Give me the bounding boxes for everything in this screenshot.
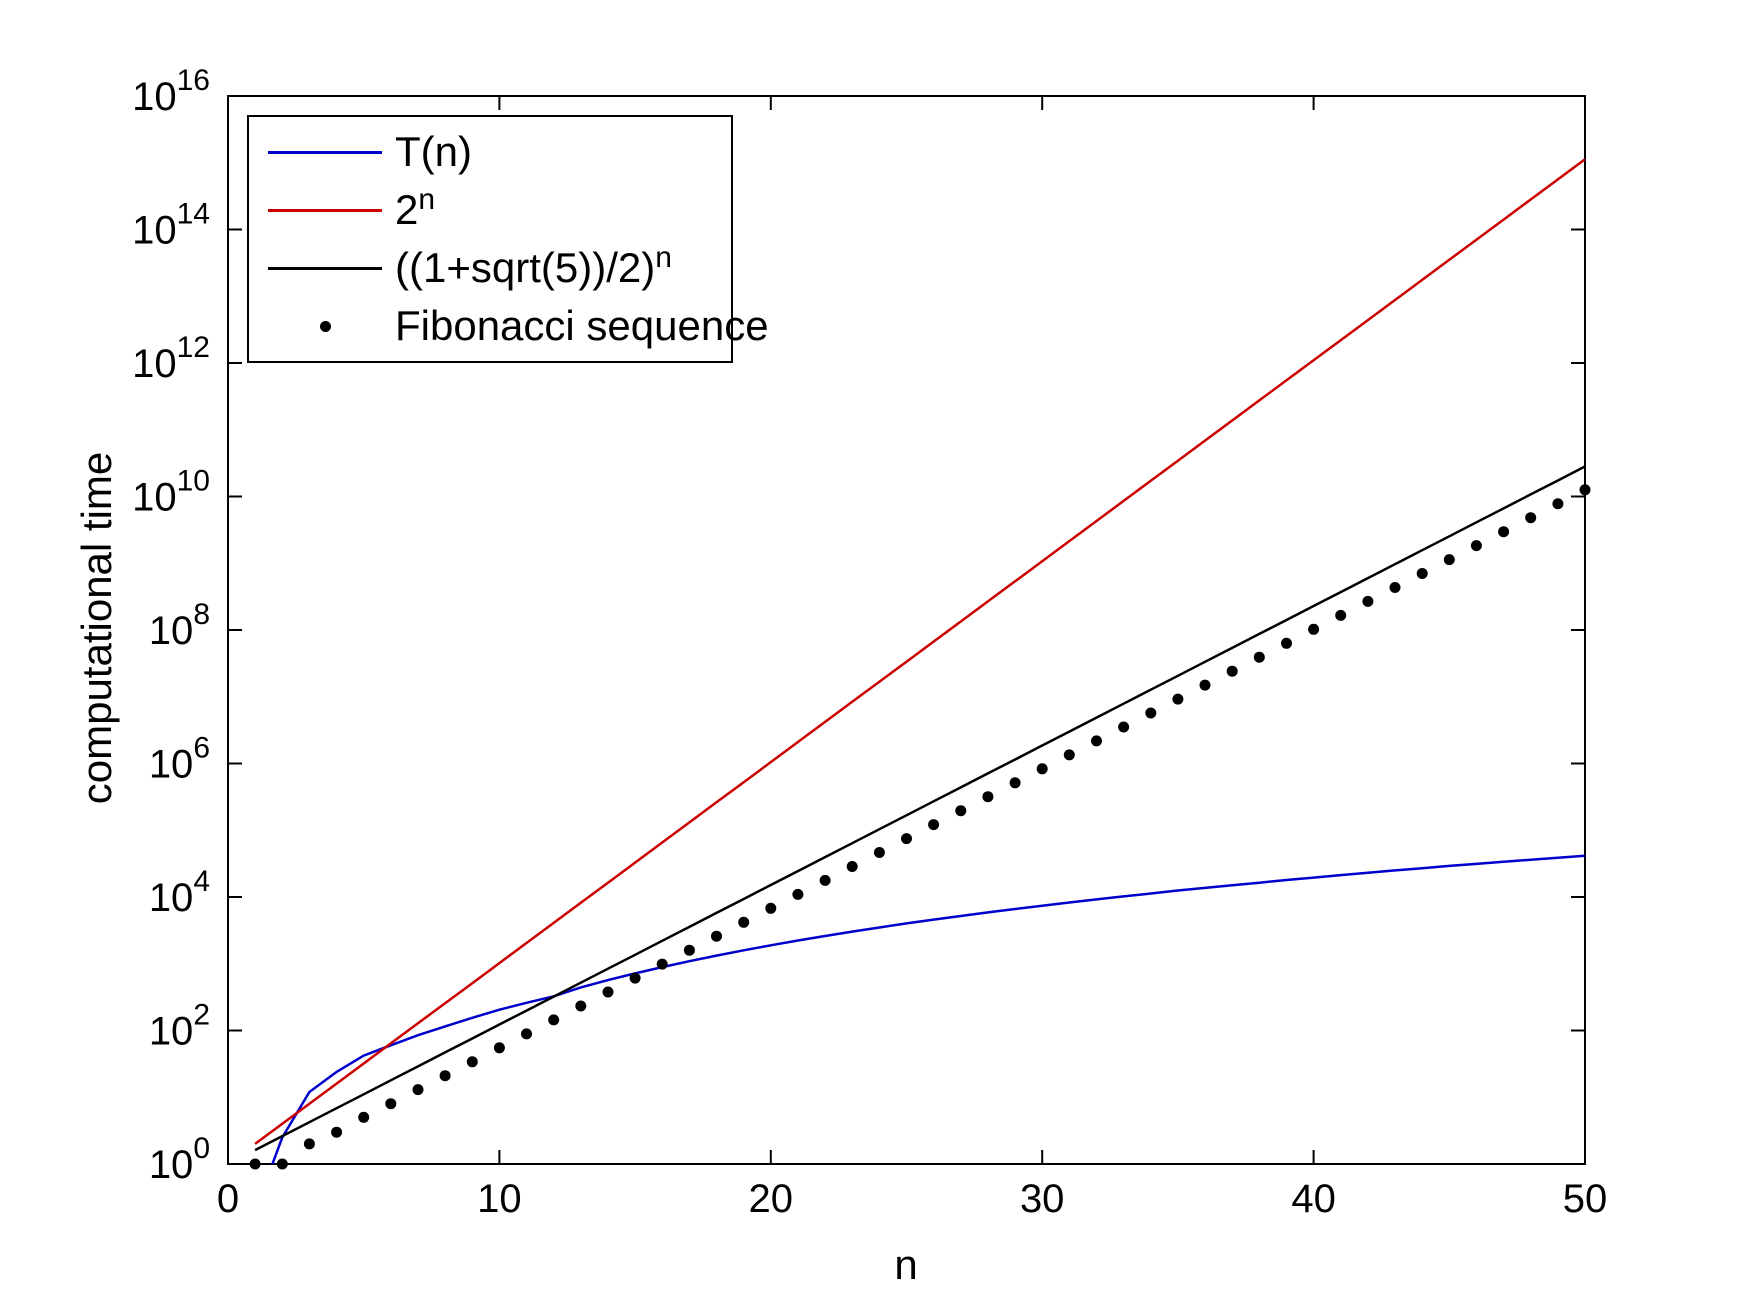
data-point — [873, 847, 885, 858]
data-point — [358, 1111, 370, 1123]
legend-line-swatch — [268, 266, 382, 270]
data-point — [629, 972, 641, 984]
x-tick-label: 30 — [1020, 1177, 1065, 1221]
y-tick-label: 108 — [149, 598, 210, 653]
data-point — [249, 1158, 261, 1170]
legend-dot-sample — [268, 320, 382, 332]
y-tick-label: 102 — [149, 999, 210, 1054]
legend-line-sample — [268, 208, 382, 212]
data-point — [819, 874, 831, 886]
data-point — [1172, 693, 1184, 705]
legend-entry-2-n: 2n — [249, 183, 731, 237]
data-point — [439, 1070, 451, 1082]
data-point — [955, 805, 967, 817]
data-point — [656, 958, 668, 970]
legend-line-sample — [268, 150, 382, 154]
data-point — [792, 888, 804, 900]
data-point — [575, 1000, 587, 1012]
data-point — [765, 902, 777, 914]
legend-label: T(n) — [395, 128, 472, 175]
y-axis-label: computational time — [73, 451, 120, 805]
legend-line-sample — [268, 266, 382, 270]
data-point — [548, 1014, 560, 1026]
data-point — [303, 1138, 315, 1150]
data-point — [331, 1126, 343, 1138]
x-tick-label: 20 — [749, 1177, 794, 1221]
y-tick-label: 1012 — [132, 331, 210, 386]
data-point — [521, 1028, 532, 1040]
legend-label: ((1+sqrt(5))/2)n — [395, 241, 672, 291]
data-point — [1009, 777, 1021, 789]
data-point — [602, 986, 614, 998]
y-tick-label: 104 — [149, 865, 210, 920]
data-point — [1063, 749, 1075, 761]
legend: T(n) 2n ((1+sqrt(5))/2)n Fibonacci sequence — [247, 115, 769, 363]
data-point — [846, 861, 858, 872]
legend-label: 2n — [395, 183, 436, 233]
x-axis-label: n — [894, 1241, 918, 1288]
data-point — [711, 930, 722, 942]
legend-line-swatch — [268, 150, 382, 154]
data-point — [1579, 484, 1591, 496]
legend-dot-swatch — [319, 320, 331, 332]
legend-entry-t-n: T(n) — [249, 125, 731, 179]
data-point — [1036, 763, 1048, 775]
data-point — [1281, 637, 1292, 649]
x-tick-label: 10 — [477, 1177, 522, 1221]
data-point — [1552, 498, 1564, 510]
legend-entry-fibonacci-sequence: Fibonacci sequence — [249, 299, 769, 353]
x-tick-label: 40 — [1291, 1177, 1336, 1221]
y-tick-label: 1016 — [132, 64, 210, 119]
data-point — [928, 819, 940, 831]
data-point — [1118, 721, 1130, 733]
data-point — [1416, 568, 1428, 579]
data-point — [1335, 609, 1347, 621]
data-point — [1389, 582, 1401, 593]
data-point — [1525, 512, 1537, 524]
data-point — [276, 1158, 288, 1170]
data-point — [1498, 526, 1510, 538]
data-point — [1308, 623, 1320, 635]
y-tick-label: 1014 — [132, 198, 210, 253]
data-point — [683, 944, 695, 956]
data-point — [493, 1042, 505, 1054]
data-point — [1443, 554, 1455, 566]
y-tick-label: 100 — [149, 1132, 210, 1187]
data-point — [1253, 651, 1265, 663]
data-point — [466, 1056, 478, 1068]
legend-label: Fibonacci sequence — [395, 302, 769, 349]
data-point — [412, 1084, 424, 1096]
y-tick-label: 1010 — [132, 465, 210, 520]
data-point — [1145, 707, 1157, 719]
data-point — [385, 1098, 397, 1110]
data-point — [1226, 665, 1238, 677]
data-point — [1362, 595, 1374, 607]
series-2-n-line — [254, 158, 1585, 1145]
data-point — [1091, 735, 1102, 747]
legend-entry-1-sqrt-5-2-n: ((1+sqrt(5))/2)n — [249, 241, 731, 295]
x-tick-label: 50 — [1563, 1177, 1608, 1221]
data-point — [1199, 679, 1211, 691]
data-point — [738, 916, 750, 928]
data-point — [901, 833, 912, 845]
legend-line-swatch — [268, 208, 382, 212]
data-point — [1470, 540, 1482, 552]
y-tick-label: 106 — [149, 732, 210, 787]
data-point — [982, 791, 994, 803]
series-1-sqrt-5-2-n-line — [254, 465, 1585, 1152]
x-tick-label: 0 — [217, 1177, 239, 1221]
series-fibonacci-sequence-dots — [249, 484, 1591, 1170]
series-t-n-line — [271, 854, 1585, 1164]
